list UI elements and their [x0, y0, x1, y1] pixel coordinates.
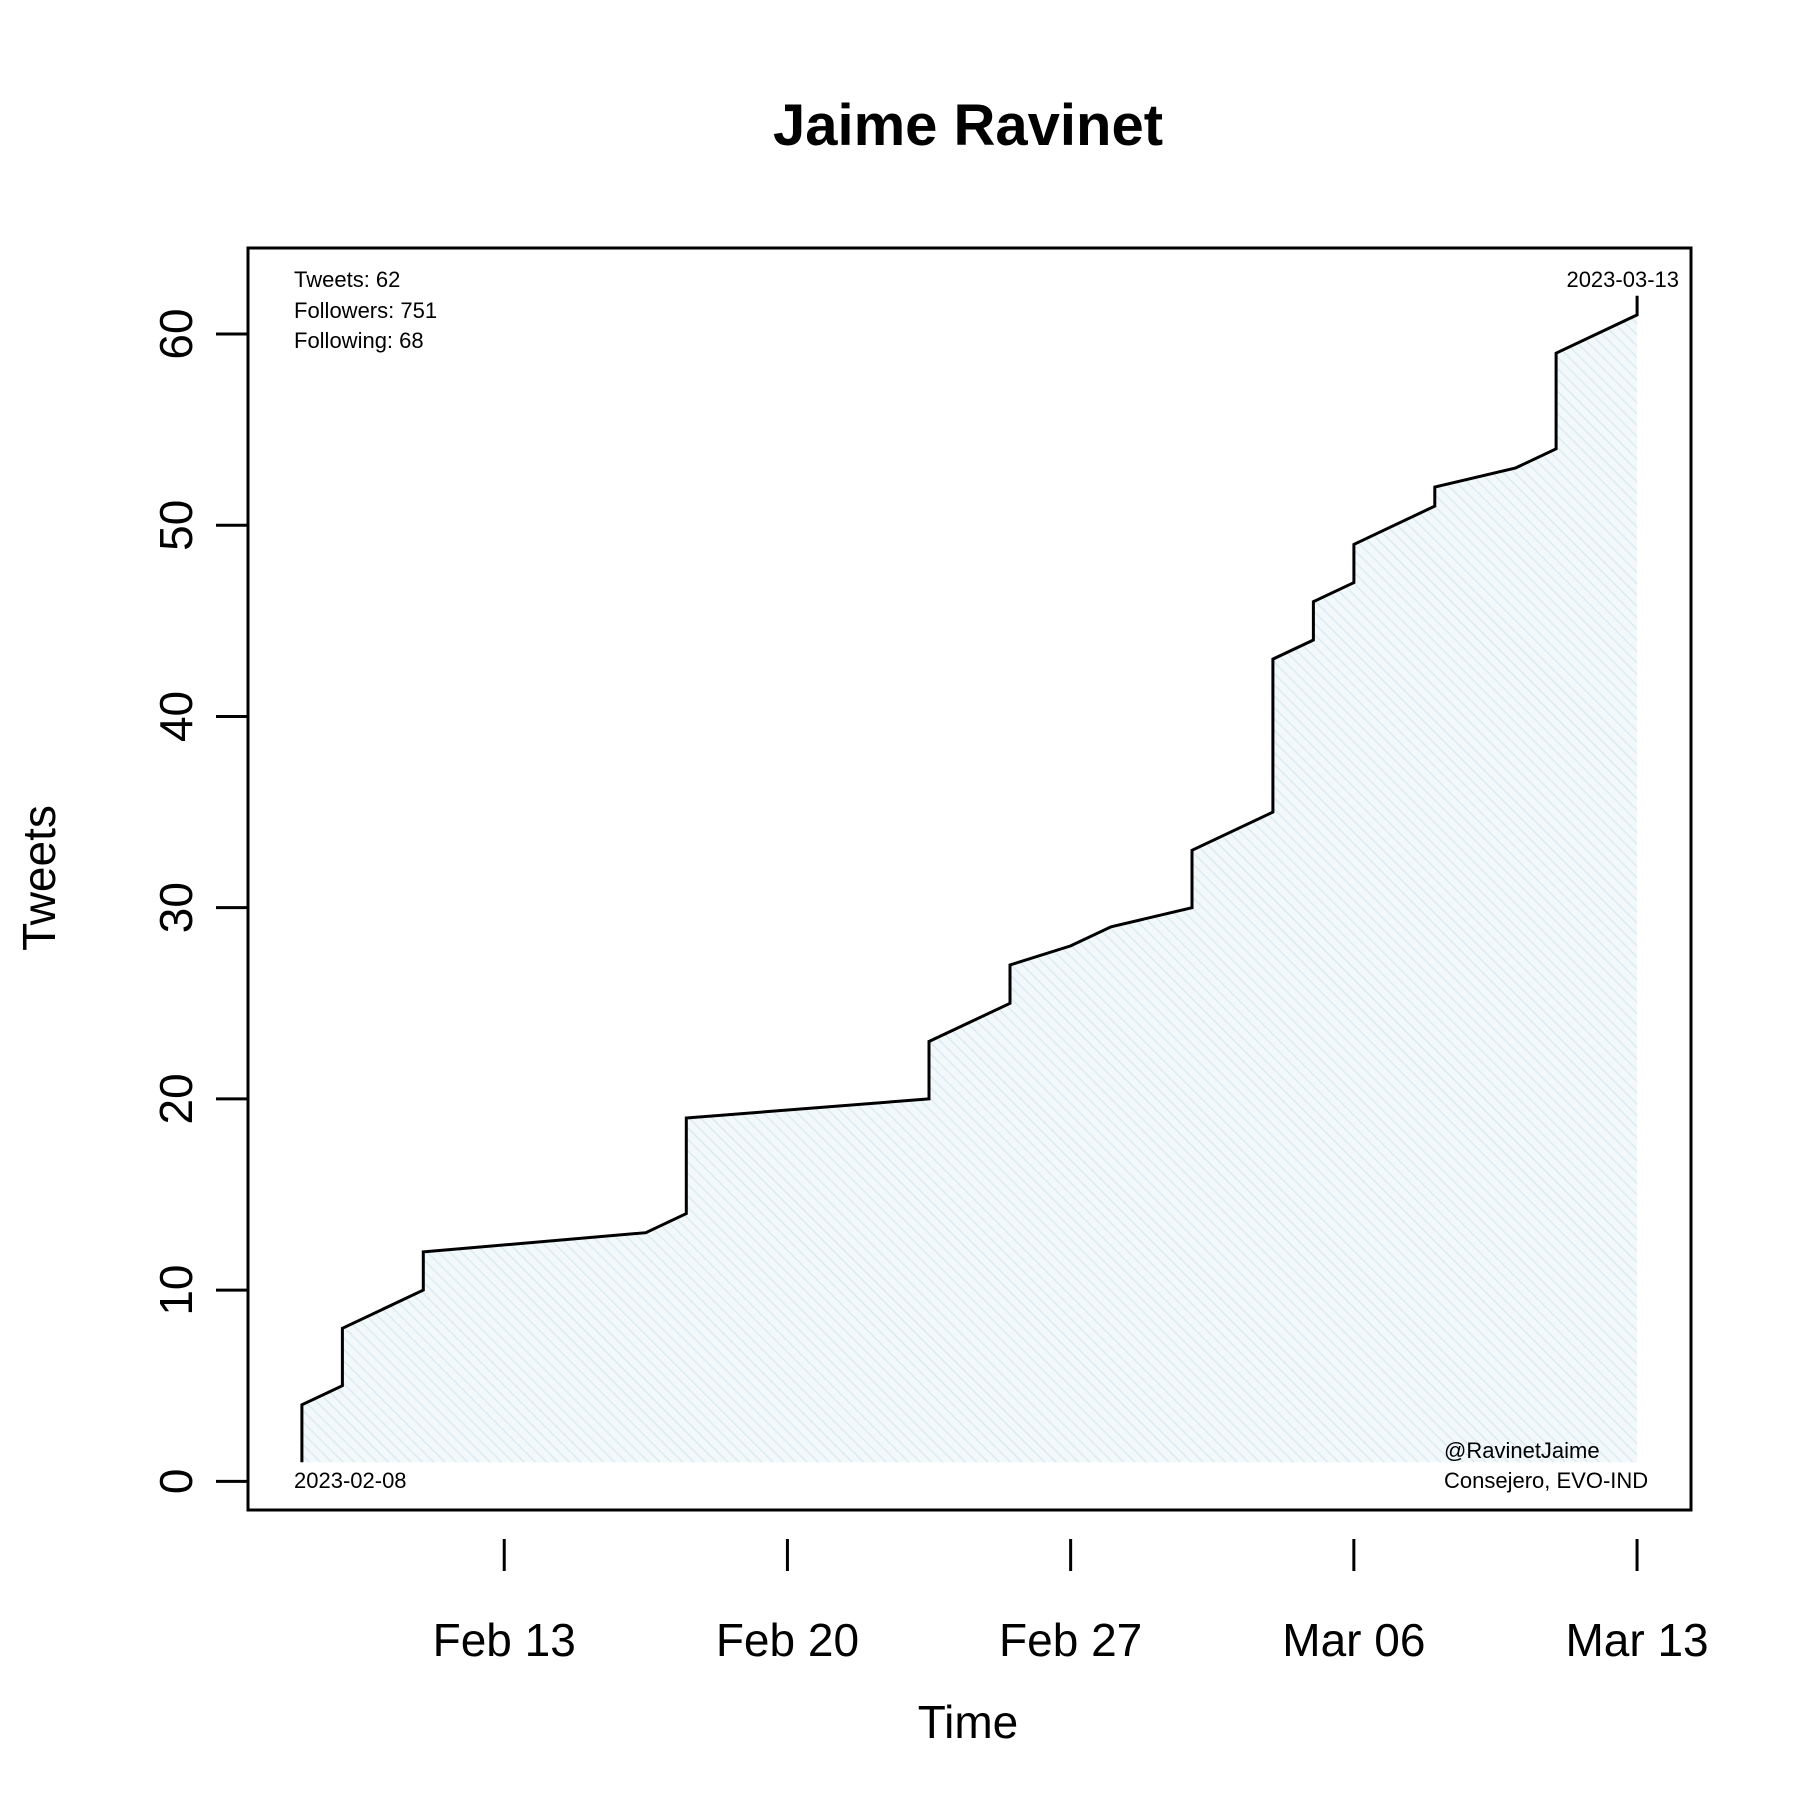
stats-followers: Followers: 751 [294, 298, 437, 323]
x-tick-label-2023-02-20: Feb 20 [716, 1614, 859, 1666]
x-axis: Feb 13 Feb 20 Feb 27 Mar 06 Mar 13 [433, 1539, 1709, 1666]
y-axis: 0 10 20 30 40 50 60 [150, 308, 248, 1494]
x-tick-label-2023-02-13: Feb 13 [433, 1614, 576, 1666]
stats-tweets: Tweets: 62 [294, 267, 400, 292]
x-tick-label-2023-03-13: Mar 13 [1565, 1614, 1708, 1666]
tweets-area [301, 295, 1638, 1463]
start-date-label: 2023-02-08 [294, 1468, 407, 1493]
tweets-line [300, 295, 1639, 1463]
y-tick-label-10: 10 [150, 1265, 202, 1316]
end-date-label: 2023-03-13 [1566, 267, 1679, 292]
chart-title: Jaime Ravinet [773, 93, 1163, 158]
handle-label: @RavinetJaime [1444, 1438, 1600, 1463]
y-axis-title: Tweets [13, 805, 65, 951]
plot-frame [246, 246, 1693, 1512]
y-tick-label-40: 40 [150, 691, 202, 742]
x-tick-label-2023-02-27: Feb 27 [999, 1614, 1142, 1666]
bio-label: Consejero, EVO-IND [1444, 1468, 1648, 1493]
y-tick-label-20: 20 [150, 1073, 202, 1124]
y-tick-label-60: 60 [150, 308, 202, 359]
y-tick-label-0: 0 [150, 1469, 202, 1495]
y-tick-label-50: 50 [150, 500, 202, 551]
x-axis-title: Time [918, 1696, 1019, 1748]
y-tick-label-30: 30 [150, 882, 202, 933]
stats-following: Following: 68 [294, 328, 424, 353]
x-tick-label-2023-03-06: Mar 06 [1282, 1614, 1425, 1666]
